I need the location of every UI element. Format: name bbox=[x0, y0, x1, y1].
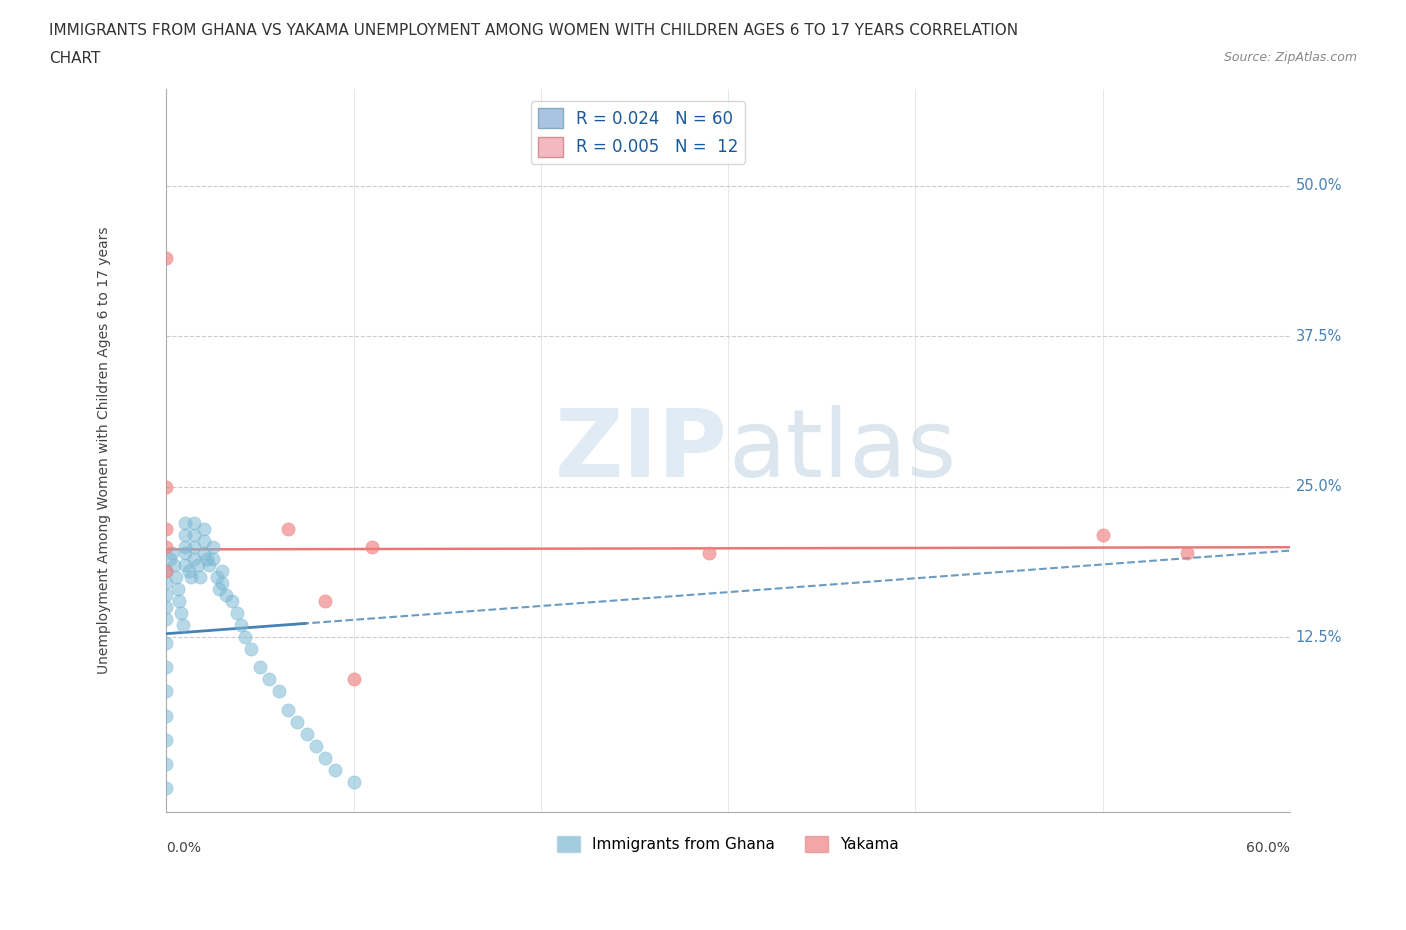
Point bbox=[160, 546, 183, 561]
Point bbox=[226, 605, 249, 620]
Point bbox=[174, 546, 197, 561]
Point bbox=[155, 708, 177, 723]
Point bbox=[231, 618, 253, 632]
Point bbox=[211, 564, 233, 578]
Point bbox=[208, 581, 231, 596]
Text: Unemployment Among Women with Children Ages 6 to 17 years: Unemployment Among Women with Children A… bbox=[97, 227, 111, 674]
Point bbox=[342, 775, 364, 790]
Point bbox=[202, 551, 225, 566]
Point bbox=[155, 250, 177, 265]
Point bbox=[211, 576, 233, 591]
Point bbox=[198, 558, 221, 573]
Point bbox=[155, 576, 177, 591]
Point bbox=[177, 564, 200, 578]
Point bbox=[305, 738, 328, 753]
Point bbox=[155, 564, 177, 578]
Point bbox=[166, 581, 188, 596]
Point bbox=[155, 612, 177, 627]
Point bbox=[193, 522, 215, 537]
Point bbox=[174, 515, 197, 530]
Point bbox=[183, 551, 205, 566]
Point bbox=[174, 539, 197, 554]
Point bbox=[1091, 527, 1114, 542]
Point bbox=[155, 522, 177, 537]
Point bbox=[187, 558, 209, 573]
Text: IMMIGRANTS FROM GHANA VS YAKAMA UNEMPLOYMENT AMONG WOMEN WITH CHILDREN AGES 6 TO: IMMIGRANTS FROM GHANA VS YAKAMA UNEMPLOY… bbox=[49, 23, 1018, 38]
Point bbox=[172, 618, 194, 632]
Point bbox=[1175, 546, 1198, 561]
Point bbox=[155, 732, 177, 747]
Point bbox=[155, 780, 177, 795]
Point bbox=[155, 636, 177, 651]
Legend: R = 0.024   N = 60, R = 0.005   N =  12: R = 0.024 N = 60, R = 0.005 N = 12 bbox=[531, 101, 745, 164]
Point bbox=[267, 684, 290, 699]
Point bbox=[193, 534, 215, 549]
Point bbox=[174, 558, 197, 573]
Point bbox=[155, 756, 177, 771]
Point bbox=[155, 539, 177, 554]
Point bbox=[342, 672, 364, 687]
Point bbox=[323, 763, 346, 777]
Point bbox=[183, 527, 205, 542]
Point bbox=[188, 570, 211, 585]
Point bbox=[180, 570, 202, 585]
Point bbox=[249, 660, 271, 675]
Text: 60.0%: 60.0% bbox=[1246, 841, 1289, 855]
Point bbox=[155, 588, 177, 603]
Point bbox=[183, 515, 205, 530]
Point bbox=[155, 564, 177, 578]
Point bbox=[155, 684, 177, 699]
Point bbox=[169, 593, 191, 608]
Point bbox=[159, 551, 181, 566]
Point bbox=[314, 593, 336, 608]
Point bbox=[259, 672, 281, 687]
Point bbox=[170, 605, 193, 620]
Text: CHART: CHART bbox=[49, 51, 101, 66]
Point bbox=[277, 702, 299, 717]
Point bbox=[174, 527, 197, 542]
Point bbox=[165, 570, 187, 585]
Point bbox=[197, 551, 219, 566]
Text: 37.5%: 37.5% bbox=[1295, 329, 1341, 344]
Point bbox=[287, 714, 309, 729]
Point bbox=[314, 751, 336, 765]
Point bbox=[193, 546, 215, 561]
Point bbox=[215, 588, 238, 603]
Point bbox=[221, 593, 243, 608]
Point bbox=[277, 522, 299, 537]
Text: 12.5%: 12.5% bbox=[1295, 630, 1341, 644]
Text: Source: ZipAtlas.com: Source: ZipAtlas.com bbox=[1223, 51, 1357, 64]
Point bbox=[155, 479, 177, 494]
Text: 50.0%: 50.0% bbox=[1295, 179, 1341, 193]
Point bbox=[155, 600, 177, 615]
Text: ZIP: ZIP bbox=[555, 405, 728, 497]
Point bbox=[233, 630, 256, 644]
Point bbox=[295, 726, 318, 741]
Text: atlas: atlas bbox=[728, 405, 956, 497]
Text: 25.0%: 25.0% bbox=[1295, 479, 1341, 494]
Point bbox=[155, 660, 177, 675]
Point bbox=[205, 570, 228, 585]
Point bbox=[699, 546, 721, 561]
Point bbox=[163, 558, 186, 573]
Point bbox=[183, 539, 205, 554]
Point bbox=[202, 539, 225, 554]
Point bbox=[361, 539, 384, 554]
Text: 0.0%: 0.0% bbox=[166, 841, 201, 855]
Point bbox=[239, 642, 262, 657]
